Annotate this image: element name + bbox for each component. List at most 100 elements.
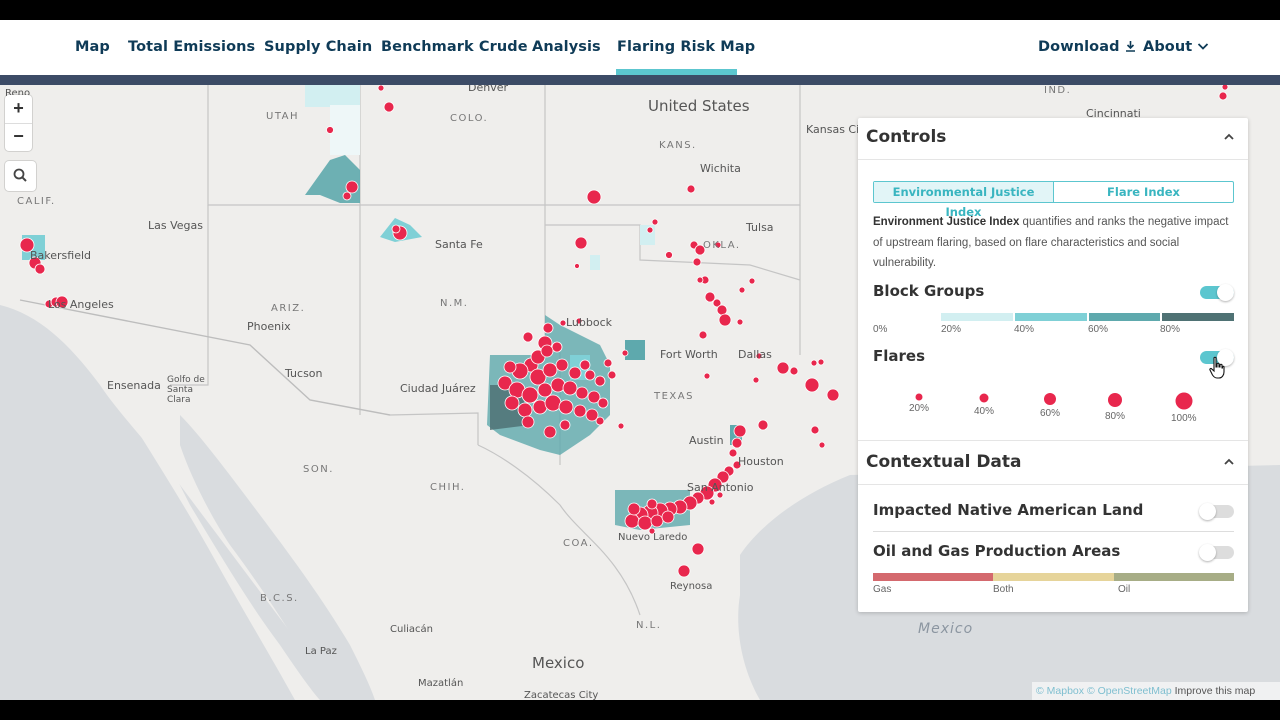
- label-reynosa: Reynosa: [670, 581, 713, 592]
- nav-analysis[interactable]: Analysis: [532, 39, 601, 55]
- tab-flare-index[interactable]: Flare Index: [1107, 185, 1180, 199]
- label-san-antonio: San Antonio: [687, 481, 754, 494]
- label-dallas: Dallas: [738, 348, 772, 361]
- nav-benchmark-crude[interactable]: Benchmark Crude: [381, 39, 528, 55]
- label-colorado: COLO.: [450, 113, 489, 124]
- about-menu[interactable]: About: [1143, 39, 1209, 55]
- about-label: About: [1143, 39, 1193, 55]
- label-culiacan: Culiacán: [390, 624, 433, 635]
- index-description: Environment Justice Index quantifies and…: [873, 212, 1235, 274]
- flare-legend-100: 100%: [1171, 413, 1197, 424]
- nav-map[interactable]: Map: [75, 39, 110, 55]
- oil-gas-legend: [873, 573, 1234, 581]
- zoom-out-button[interactable]: −: [13, 126, 24, 146]
- oil-gas-toggle[interactable]: [1199, 544, 1234, 561]
- nav-total-emissions[interactable]: Total Emissions: [128, 39, 256, 55]
- active-tab-indicator: [616, 69, 737, 75]
- label-oklahoma: OKLA.: [703, 240, 741, 251]
- label-ciudad-juarez: Ciudad Juárez: [400, 382, 476, 395]
- label-wichita: Wichita: [700, 162, 741, 175]
- label-kansas-city: Kansas City: [806, 123, 870, 136]
- chevron-up-icon[interactable]: [1224, 457, 1234, 467]
- oil-gas-legend-both: Both: [993, 584, 1014, 595]
- download-label: Download: [1038, 39, 1120, 55]
- top-letterbox: [0, 0, 1280, 20]
- flare-size-80: [1108, 393, 1122, 407]
- block-groups-label: Block Groups: [873, 282, 985, 300]
- label-mazatlan: Mazatlán: [418, 678, 464, 689]
- oil-gas-legend-gas: Gas: [873, 584, 892, 595]
- label-houston: Houston: [738, 455, 784, 468]
- label-utah: UTAH: [266, 111, 300, 122]
- native-land-toggle[interactable]: [1199, 503, 1234, 520]
- map-search-button[interactable]: [5, 161, 36, 191]
- label-golfo-de-santa-clara: Golfo de Santa Clara: [167, 375, 205, 405]
- legend-swatch-both: [993, 573, 1114, 581]
- label-texas: TEXAS: [654, 391, 694, 402]
- label-mexico-country: Mexico: [532, 654, 585, 672]
- controls-title: Controls: [866, 127, 947, 147]
- nav-supply-chain[interactable]: Supply Chain: [264, 39, 373, 55]
- flares-legend-symbols: [915, 392, 1193, 410]
- bg-legend-40: 40%: [1014, 324, 1035, 335]
- label-sonora: SON.: [303, 464, 334, 475]
- label-ensenada: Ensenada: [107, 379, 161, 392]
- legend-swatch-gas: [873, 573, 994, 581]
- index-tabs: Environmental Justice Index Flare Index: [873, 181, 1234, 219]
- pacific-ocean: [0, 305, 340, 700]
- flare-legend-20: 20%: [909, 403, 930, 414]
- description-text: quantifies and ranks the negative impact…: [873, 216, 1229, 269]
- label-reno: Reno: [5, 88, 31, 99]
- label-nuevo-leon: N.L.: [636, 620, 662, 631]
- flares-label: Flares: [873, 347, 926, 365]
- legend-swatch-60: [1088, 313, 1161, 321]
- bottom-letterbox: [0, 700, 1280, 720]
- divider: [873, 531, 1234, 532]
- flare-legend-60: 60%: [1040, 408, 1061, 419]
- label-santa-fe: Santa Fe: [435, 238, 483, 251]
- label-indiana: IND.: [1044, 85, 1072, 96]
- chevron-down-icon: [1198, 43, 1209, 50]
- label-new-mexico: N.M.: [440, 298, 469, 309]
- mapbox-link[interactable]: © Mapbox: [1036, 685, 1085, 697]
- block-groups-toggle[interactable]: [1200, 284, 1234, 301]
- map-attribution: © Mapbox © OpenStreetMap Improve this ma…: [1032, 682, 1280, 700]
- label-chihuahua: CHIH.: [430, 482, 466, 493]
- improve-map-link[interactable]: Improve this map: [1174, 685, 1256, 697]
- label-phoenix: Phoenix: [247, 320, 291, 333]
- native-land-label: Impacted Native American Land: [873, 501, 1144, 519]
- label-tulsa: Tulsa: [746, 221, 774, 234]
- flare-legend-80: 80%: [1105, 411, 1126, 422]
- flare-size-100: [1175, 392, 1193, 410]
- contextual-data-title: Contextual Data: [866, 452, 1022, 472]
- flares-toggle[interactable]: [1200, 349, 1234, 366]
- bg-legend-20: 20%: [941, 324, 962, 335]
- zoom-control: + −: [5, 95, 32, 151]
- download-icon: [1125, 41, 1135, 52]
- label-gulf-mexico: Mexico: [918, 621, 974, 637]
- flare-legend-40: 40%: [974, 406, 995, 417]
- label-la-paz: La Paz: [305, 646, 337, 657]
- flare-size-20: [915, 393, 923, 401]
- label-las-vegas: Las Vegas: [148, 219, 203, 232]
- chevron-up-icon[interactable]: [1224, 132, 1234, 142]
- label-california: CALIF.: [17, 196, 56, 207]
- osm-link[interactable]: © OpenStreetMap: [1086, 685, 1172, 697]
- nav-flaring-risk-map[interactable]: Flaring Risk Map: [617, 39, 756, 55]
- bg-legend-80: 80%: [1160, 324, 1181, 335]
- download-menu[interactable]: Download: [1038, 39, 1136, 55]
- tab-environmental-justice-index[interactable]: Environmental Justice Index: [874, 182, 1054, 219]
- label-austin: Austin: [689, 434, 724, 447]
- label-bakersfield: Bakersfield: [30, 249, 92, 262]
- zoom-in-button[interactable]: +: [13, 98, 24, 118]
- block-groups-legend: [941, 313, 1234, 321]
- label-united-states: United States: [648, 97, 750, 115]
- flare-size-60: [1044, 393, 1056, 405]
- legend-swatch-oil: [1113, 573, 1234, 581]
- label-nuevo-laredo: Nuevo Laredo: [618, 532, 688, 543]
- legend-swatch-80: [1162, 313, 1234, 321]
- legend-swatch-20: [941, 313, 1013, 321]
- bg-legend-60: 60%: [1088, 324, 1109, 335]
- label-coahuila: COA.: [563, 538, 594, 549]
